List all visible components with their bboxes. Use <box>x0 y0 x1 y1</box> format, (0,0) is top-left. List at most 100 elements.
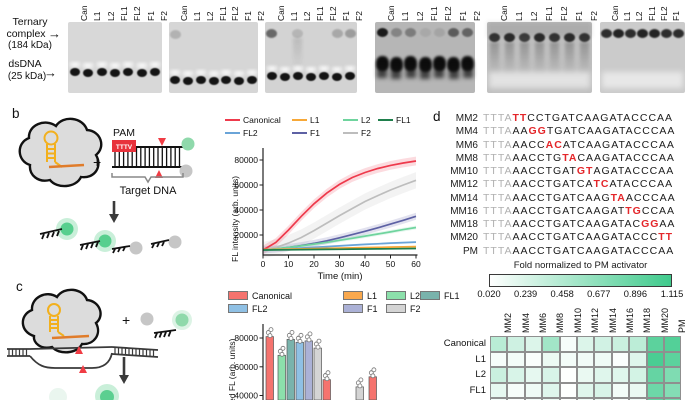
gel-band-ternary <box>331 29 343 38</box>
gel-band-dsdna <box>183 77 194 85</box>
heatmap-cell <box>490 367 508 383</box>
sequence-label: MM20 <box>450 232 478 244</box>
gel-lane-label: FL2 <box>558 6 569 21</box>
sequence-row-MM2: MM2 TTTATTCCTGATCAAGATACCCAA <box>430 108 685 124</box>
gel-band-halo <box>109 62 121 69</box>
fluorophore-icon <box>181 137 195 151</box>
gel-band-ternary <box>504 33 515 42</box>
legend-label: L2 <box>361 114 371 125</box>
data-point <box>357 383 363 389</box>
sequence-label: MM14 <box>450 192 478 204</box>
gel-band-ternary <box>564 33 575 42</box>
gel-lane-label: Can <box>78 5 89 21</box>
heatmap-cell <box>524 398 543 400</box>
heatmap-cell <box>542 351 560 368</box>
legend-item-FL2: FL2 <box>228 300 268 314</box>
y-tick-label: 80000 <box>234 155 258 165</box>
legend-box-swatch <box>343 304 363 314</box>
heatmap-cell <box>594 336 612 352</box>
dsdna-arrow-icon: → <box>44 65 57 80</box>
sequence-row-MM4: MM4 TTTAAAGGTGATCAAGATACCCAA <box>430 121 685 138</box>
heatmap-cell <box>664 398 682 400</box>
gel-band-dsdna <box>292 72 303 80</box>
sequence-segment-pre: AACCTGATCAAG <box>512 191 611 204</box>
data-point <box>358 377 364 383</box>
heatmap-cell <box>507 382 525 399</box>
heatmap-cell <box>664 382 682 399</box>
gel-band-halo <box>305 66 317 73</box>
heatmap-col-label-MM8: MM8 <box>555 313 566 333</box>
legend-label: FL1 <box>444 290 460 301</box>
heatmap-cell <box>490 351 508 368</box>
gel-band-dsdna <box>170 76 181 84</box>
heatmap-cell <box>559 382 577 399</box>
sequence-segment-pre: AACCTGATCAAGATAC <box>512 218 642 230</box>
heatmap-cell <box>524 351 543 368</box>
gel-band-halo <box>82 62 95 69</box>
sequence-label: MM10 <box>450 166 478 177</box>
heatmap-row-label-L2: L2 <box>475 369 486 381</box>
gel-band-dsdna <box>123 68 134 76</box>
bar-0-Canonical <box>265 336 274 400</box>
gel-band-dsdna <box>69 68 80 76</box>
series-line-F2 <box>262 179 417 251</box>
gel-band-dsdna <box>96 68 107 76</box>
gel-band-dsdna <box>221 76 232 84</box>
gel-lane-label: F1 <box>341 11 352 21</box>
x-axis-label: Time (min) <box>317 271 362 282</box>
legend-item-FL1: FL1 <box>378 111 411 125</box>
sequence-segment-pam: TTTA <box>483 138 513 151</box>
heatmap-cell <box>559 398 577 400</box>
bar-4-F1 <box>304 340 313 400</box>
data-point <box>289 329 295 335</box>
gel-band-dsdna <box>83 69 94 77</box>
gel-lane-label: FL2 <box>658 6 669 21</box>
sequence-segment-mm: TA <box>562 151 578 164</box>
sequence-segment-mm: TT <box>512 112 528 124</box>
gel-lane-label: FL1 <box>315 6 325 21</box>
gel-lane-label: L2 <box>634 11 645 21</box>
x-tick-label: 20 <box>309 259 319 269</box>
heatmap-cell <box>542 398 560 400</box>
heatmap-col-label-MM14: MM14 <box>607 307 618 333</box>
gel-band-tail <box>434 66 445 78</box>
sequence-label: PM <box>463 245 478 257</box>
gel-band-tail <box>462 66 473 78</box>
bar-1-L2 <box>277 354 286 400</box>
heatmap-cell <box>507 398 525 400</box>
legend-item-Canonical: Canonical <box>228 287 293 301</box>
heatmap-cell <box>629 367 647 383</box>
spacer-strand <box>48 163 85 169</box>
heatmap-cell <box>664 367 682 383</box>
sequence-segment-pam: TTTA <box>483 125 513 138</box>
gel-band-ternary <box>661 29 673 38</box>
gel-lane-label: L1 <box>400 11 411 21</box>
gel-lane-label: F2 <box>354 11 365 21</box>
sequence-segment-mm: TC <box>593 178 610 191</box>
heatmap-cell <box>611 351 630 368</box>
legend-label: Canonical <box>252 290 293 301</box>
heatmap-cell <box>646 367 664 383</box>
gel-lane-label: L1 <box>92 11 103 21</box>
gel-image-3 <box>265 22 357 93</box>
gel-band-ternary <box>448 28 460 37</box>
gel-lane-label: FL1 <box>543 6 554 21</box>
gel-lane-label: Can <box>275 5 286 21</box>
gel-lane-label: F1 <box>145 11 156 21</box>
data-point <box>325 370 331 376</box>
reaction-arrow-head <box>119 375 129 384</box>
sequence-segment-mm: GG <box>528 125 547 138</box>
sequence-segment-pam: TTTA <box>483 191 513 204</box>
sequence-segment-pre: AACCTGATCAAGAT <box>512 204 626 217</box>
legend-item-FL2: FL2 <box>225 124 258 138</box>
panel-c-letter: c <box>16 279 23 294</box>
gel-band-ternary <box>579 33 590 42</box>
heatmap-cell <box>524 367 543 383</box>
sequence-segment-pre: AACCTG <box>512 151 563 164</box>
gel-lane-smear <box>520 42 529 74</box>
heatmap-col-label-MM20: MM20 <box>659 307 670 333</box>
data-point <box>307 331 313 337</box>
sequence-segment-post: AA <box>659 218 676 230</box>
gel-band-halo <box>68 61 81 68</box>
ternary-complex-label-line2: complex <box>6 28 46 40</box>
